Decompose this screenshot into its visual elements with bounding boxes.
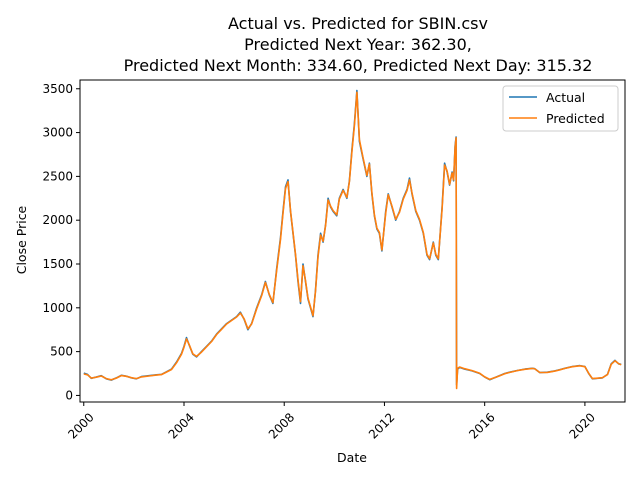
y-tick-label-500: 500 bbox=[50, 345, 73, 359]
chart-title-line-2: Predicted Next Year: 362.30, bbox=[244, 35, 472, 54]
series-layer bbox=[83, 89, 622, 390]
y-tick-label-0: 0 bbox=[65, 388, 73, 402]
y-axis-label: Close Price bbox=[14, 205, 29, 274]
y-tick-label-3000: 3000 bbox=[42, 126, 73, 140]
y-tick-label-2500: 2500 bbox=[42, 169, 73, 183]
chart-title-line-1: Actual vs. Predicted for SBIN.csv bbox=[228, 14, 488, 33]
y-tick-label-1000: 1000 bbox=[42, 301, 73, 315]
legend: Actual Predicted bbox=[502, 85, 619, 132]
legend-label-predicted: Predicted bbox=[546, 111, 605, 126]
chart-title-line-3: Predicted Next Month: 334.60, Predicted … bbox=[124, 56, 593, 75]
y-tick-label-1500: 1500 bbox=[42, 257, 73, 271]
series-line-predicted bbox=[83, 91, 622, 390]
axes-frame bbox=[79, 79, 626, 403]
y-tick-label-3500: 3500 bbox=[42, 82, 73, 96]
x-axis-label: Date bbox=[337, 450, 367, 465]
legend-label-actual: Actual bbox=[546, 90, 585, 105]
y-tick-label-2000: 2000 bbox=[42, 213, 73, 227]
